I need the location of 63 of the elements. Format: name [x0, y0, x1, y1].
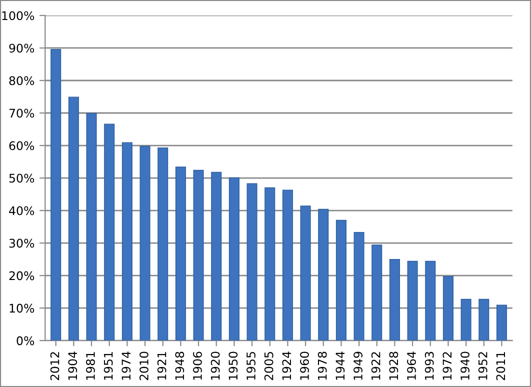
x-tick-label: 1922 — [371, 352, 380, 380]
bar — [282, 190, 293, 341]
bar — [372, 244, 382, 341]
bar — [318, 208, 329, 341]
bar — [86, 112, 97, 341]
x-tick-label: 1960 — [300, 352, 309, 380]
x-tick-label: 1906 — [193, 352, 202, 380]
y-tick-label: 90% — [9, 44, 34, 53]
x-tick-label: 2005 — [264, 352, 274, 380]
bar — [389, 258, 400, 341]
y-tick-label: 40% — [9, 206, 34, 216]
x-tick-label: 2012 — [50, 352, 60, 380]
x-tick-label: 1972 — [442, 352, 452, 380]
y-tick-label: 60% — [9, 141, 34, 150]
bar — [336, 220, 346, 341]
bar — [228, 177, 240, 341]
bar — [104, 124, 115, 341]
bar — [496, 304, 507, 341]
y-tick-label: 0% — [16, 336, 34, 346]
y-tick-label: 70% — [9, 108, 34, 118]
bar — [425, 260, 436, 341]
x-tick-label: 2010 — [140, 352, 148, 380]
y-tick-label: 20% — [9, 271, 34, 280]
x-tick-label: 1921 — [157, 352, 166, 380]
bar — [175, 166, 186, 341]
bar — [68, 96, 79, 341]
y-tick-label: 30% — [9, 238, 34, 248]
x-tick-label: 1928 — [389, 352, 398, 380]
y-tick-label: 80% — [9, 76, 34, 86]
x-tick-label: 1952 — [478, 352, 488, 380]
bar — [140, 146, 150, 341]
bar — [246, 183, 258, 341]
bar — [158, 147, 168, 341]
y-tick-label: 100% — [2, 11, 34, 20]
bar — [354, 232, 364, 341]
x-tick-label: 1904 — [68, 352, 78, 380]
bar — [193, 170, 204, 341]
bar — [211, 172, 222, 341]
bar — [460, 298, 472, 341]
y-tick-label: 50% — [9, 174, 34, 183]
x-tick-label: 1951 — [104, 352, 113, 380]
x-tick-label: 1978 — [318, 352, 327, 380]
x-tick-label: 1955 — [246, 352, 256, 380]
x-tick-label: 2011 — [496, 352, 506, 380]
bar — [407, 260, 418, 341]
x-tick-label: 1924 — [282, 352, 292, 380]
x-tick-label: 1950 — [228, 352, 238, 380]
x-tick-label: 1993 — [424, 352, 434, 380]
bar — [50, 48, 62, 341]
x-tick-label: 1981 — [86, 352, 95, 380]
bar — [122, 142, 132, 341]
bar — [478, 298, 490, 341]
x-tick-label: 1948 — [175, 352, 184, 380]
x-tick-label: 1974 — [122, 352, 131, 380]
x-tick-label: 1940 — [460, 352, 470, 380]
bar — [300, 206, 311, 341]
x-tick-label: 1949 — [354, 352, 362, 380]
y-tick-label: 10% — [10, 304, 34, 313]
x-tick-label: 1944 — [336, 352, 345, 380]
x-tick-label: 1920 — [210, 352, 220, 380]
x-tick-label: 1964 — [407, 352, 416, 380]
bar — [442, 276, 454, 341]
bar — [264, 187, 276, 341]
